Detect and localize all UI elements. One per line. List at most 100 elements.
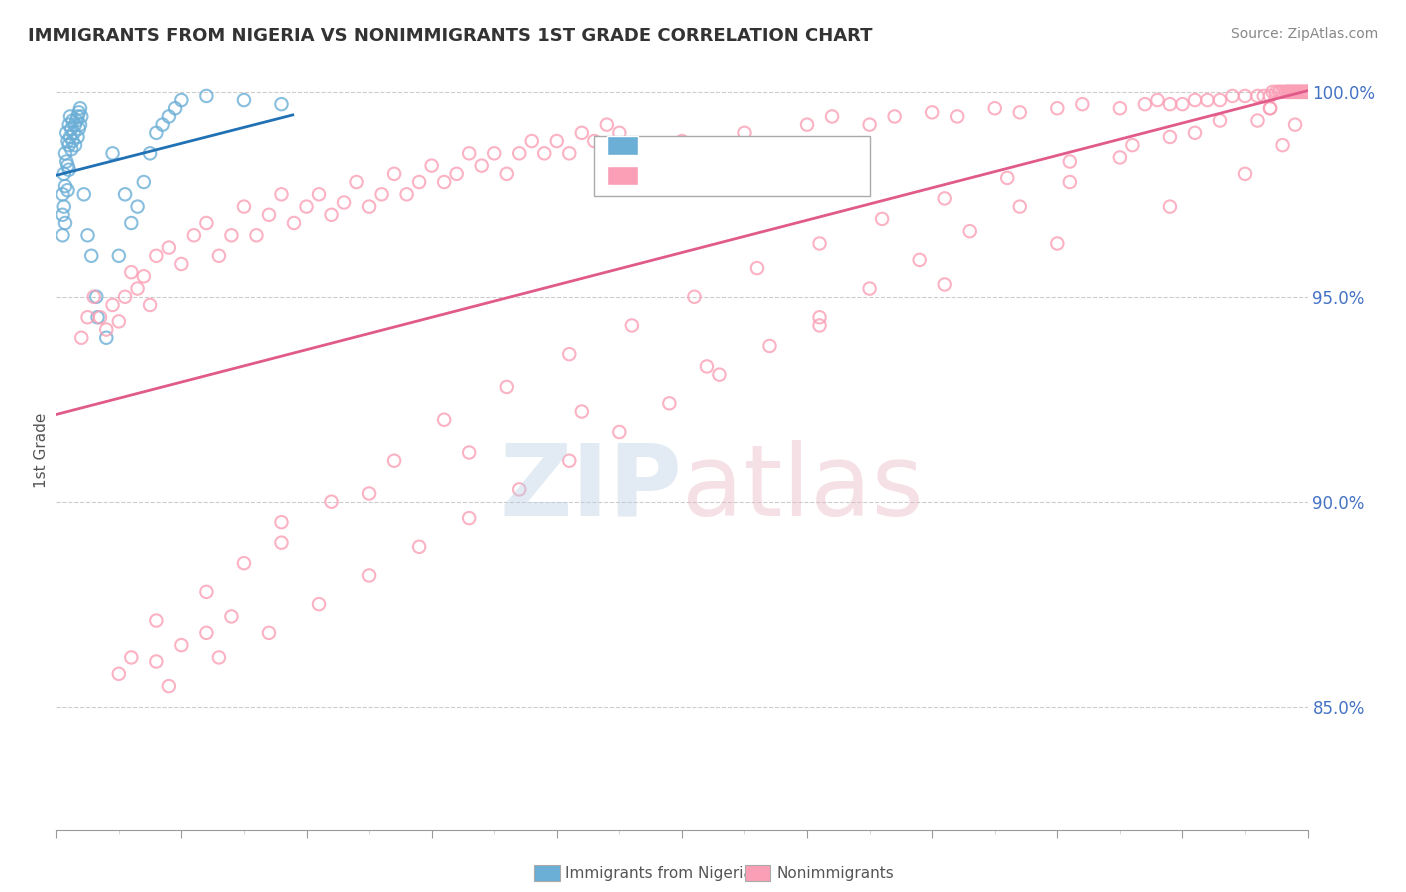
- Point: [66, 110, 89, 124]
- FancyBboxPatch shape: [607, 166, 638, 186]
- Point: [55, 154, 77, 169]
- Point: [408, 175, 430, 189]
- Point: [157, 110, 180, 124]
- Point: [108, 666, 131, 681]
- Point: [620, 318, 643, 333]
- Point: [370, 187, 392, 202]
- FancyBboxPatch shape: [607, 136, 638, 155]
- Point: [53, 146, 76, 161]
- Point: [883, 110, 905, 124]
- Point: [1281, 85, 1303, 99]
- Point: [709, 368, 731, 382]
- Point: [1008, 105, 1031, 120]
- Point: [132, 269, 155, 284]
- Point: [1271, 85, 1294, 99]
- Point: [495, 167, 517, 181]
- Point: [395, 187, 418, 202]
- Y-axis label: 1st Grade: 1st Grade: [34, 413, 49, 488]
- Point: [508, 483, 530, 497]
- Point: [67, 121, 90, 136]
- Point: [66, 130, 89, 145]
- Point: [55, 126, 77, 140]
- Text: Source: ZipAtlas.com: Source: ZipAtlas.com: [1230, 27, 1378, 41]
- Point: [195, 89, 218, 103]
- Point: [808, 310, 831, 325]
- FancyBboxPatch shape: [595, 136, 869, 196]
- Point: [1008, 200, 1031, 214]
- Point: [170, 93, 193, 107]
- Point: [295, 200, 318, 214]
- Point: [65, 113, 87, 128]
- Point: [1209, 113, 1232, 128]
- Point: [1261, 85, 1284, 99]
- Point: [308, 187, 330, 202]
- Point: [245, 228, 267, 243]
- Point: [60, 121, 83, 136]
- Point: [1234, 89, 1257, 103]
- Point: [596, 118, 619, 132]
- Point: [70, 331, 93, 345]
- Point: [1285, 85, 1308, 99]
- Point: [51, 208, 73, 222]
- Point: [157, 241, 180, 255]
- Point: [1258, 101, 1281, 115]
- Point: [558, 347, 581, 361]
- Point: [546, 134, 568, 148]
- Point: [208, 249, 231, 263]
- Point: [52, 200, 75, 214]
- Point: [359, 568, 381, 582]
- Point: [420, 159, 443, 173]
- Point: [1197, 93, 1219, 107]
- Point: [59, 130, 82, 145]
- Point: [1059, 154, 1081, 169]
- Point: [1222, 89, 1244, 103]
- Point: [165, 101, 187, 115]
- Point: [132, 175, 155, 189]
- Point: [101, 298, 124, 312]
- Point: [1286, 85, 1309, 99]
- Point: [821, 110, 844, 124]
- Point: [558, 453, 581, 467]
- Point: [658, 396, 681, 410]
- Point: [96, 322, 118, 336]
- Point: [62, 134, 84, 148]
- Point: [433, 413, 456, 427]
- Point: [1288, 85, 1310, 99]
- Point: [858, 118, 880, 132]
- Point: [208, 650, 231, 665]
- Point: [139, 146, 162, 161]
- Point: [114, 187, 136, 202]
- Point: [1159, 130, 1181, 145]
- Point: [1109, 150, 1132, 164]
- Point: [233, 200, 256, 214]
- Point: [170, 257, 193, 271]
- Point: [270, 535, 292, 549]
- Point: [69, 101, 91, 115]
- Point: [80, 249, 103, 263]
- Point: [195, 585, 218, 599]
- Point: [683, 290, 706, 304]
- Point: [127, 282, 149, 296]
- Point: [120, 650, 142, 665]
- Point: [1046, 236, 1069, 251]
- Point: [195, 625, 218, 640]
- Point: [1274, 85, 1296, 99]
- Point: [533, 146, 555, 161]
- Point: [221, 609, 243, 624]
- Point: [76, 228, 98, 243]
- Point: [609, 425, 631, 439]
- Point: [1133, 97, 1156, 112]
- Point: [1268, 85, 1291, 99]
- Point: [58, 138, 80, 153]
- Point: [745, 261, 768, 276]
- Point: [120, 216, 142, 230]
- Point: [1265, 85, 1288, 99]
- Point: [321, 208, 343, 222]
- Point: [62, 113, 84, 128]
- Point: [1284, 118, 1306, 132]
- Point: [346, 175, 368, 189]
- Point: [53, 179, 76, 194]
- Point: [995, 170, 1018, 185]
- Point: [558, 146, 581, 161]
- Point: [139, 298, 162, 312]
